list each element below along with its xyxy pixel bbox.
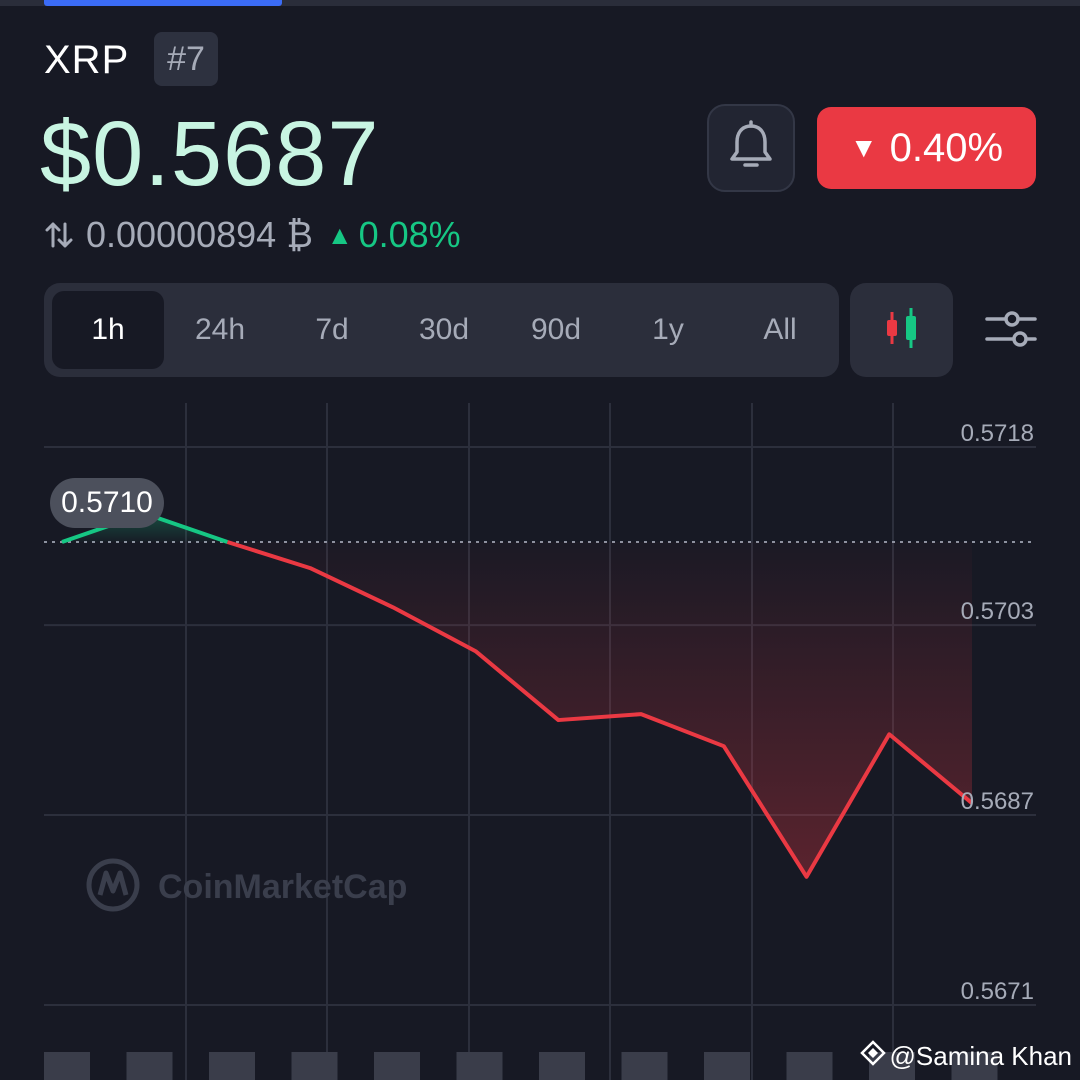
volume-bar-8 bbox=[704, 1052, 750, 1080]
price-change-value: 0.40% bbox=[889, 125, 1004, 170]
tab-1h[interactable]: 1h bbox=[52, 291, 164, 369]
rank-badge: #7 bbox=[154, 32, 218, 86]
coinmarketcap-logo-icon bbox=[86, 858, 140, 912]
sliders-icon bbox=[985, 307, 1037, 356]
swap-arrows-icon[interactable] bbox=[44, 220, 74, 250]
volume-bar-0 bbox=[44, 1052, 90, 1080]
tab-30d[interactable]: 30d bbox=[418, 313, 470, 346]
coin-price: $0.5687 bbox=[40, 103, 380, 205]
btc-price-row: 0.00000894 ₿ ▲ 0.08% bbox=[44, 214, 461, 256]
price-change-badge: ▼ 0.40% bbox=[817, 107, 1036, 189]
btc-change-value: 0.08% bbox=[358, 214, 461, 255]
volume-bar-9 bbox=[786, 1052, 833, 1080]
up-triangle-icon: ▲ bbox=[326, 219, 353, 250]
watermark-text: CoinMarketCap bbox=[158, 868, 407, 906]
price-chart[interactable]: CoinMarketCap 0.5718 0.5703 0.5687 0.5671 bbox=[0, 395, 1080, 1080]
time-range-tabs: 1h 24h 7d 30d 90d 1y All bbox=[44, 283, 839, 377]
candlestick-icon bbox=[882, 306, 922, 355]
credit-text: @Samina Khan bbox=[889, 1041, 1073, 1071]
coin-name: XRP bbox=[44, 38, 130, 82]
top-progress-indicator bbox=[44, 0, 282, 6]
y-tick-label-1: 0.5703 bbox=[961, 598, 1034, 625]
tab-1y[interactable]: 1y bbox=[652, 313, 684, 346]
tab-90d[interactable]: 90d bbox=[530, 313, 582, 346]
green-area-fill bbox=[62, 513, 228, 542]
tab-all[interactable]: All bbox=[763, 313, 797, 346]
creator-credit: @Samina Khan bbox=[859, 1040, 1073, 1073]
price-line-down bbox=[226, 540, 974, 879]
volume-bar-5 bbox=[456, 1052, 503, 1080]
bell-icon bbox=[727, 119, 775, 177]
tab-7d[interactable]: 7d bbox=[315, 313, 349, 346]
y-tick-label-0: 0.5718 bbox=[961, 420, 1034, 447]
volume-bar-7 bbox=[621, 1052, 668, 1080]
volume-bar-10 bbox=[869, 1052, 915, 1080]
diamond-logo-icon bbox=[859, 1040, 886, 1073]
chart-settings-button[interactable] bbox=[982, 305, 1040, 357]
y-tick-label-3: 0.5671 bbox=[961, 978, 1034, 1005]
red-area-fill bbox=[227, 541, 973, 877]
volume-bar-4 bbox=[374, 1052, 420, 1080]
tab-24h[interactable]: 24h bbox=[194, 313, 246, 346]
volume-bar-3 bbox=[291, 1052, 338, 1080]
volume-bar-6 bbox=[539, 1052, 585, 1080]
volume-bar-1 bbox=[126, 1052, 173, 1080]
price-alert-button[interactable] bbox=[707, 104, 795, 192]
btc-change: ▲ 0.08% bbox=[327, 214, 461, 256]
top-progress-track bbox=[0, 0, 1080, 6]
volume-bar-2 bbox=[209, 1052, 255, 1080]
y-tick-label-2: 0.5687 bbox=[961, 788, 1034, 815]
coinmarketcap-watermark: CoinMarketCap bbox=[86, 858, 407, 912]
btc-price: 0.00000894 ₿ bbox=[86, 214, 313, 255]
candlestick-toggle-button[interactable] bbox=[850, 283, 953, 377]
down-triangle-icon: ▼ bbox=[849, 132, 878, 163]
start-price-tag: 0.5710 bbox=[50, 478, 164, 528]
volume-bar-11 bbox=[951, 1052, 998, 1080]
